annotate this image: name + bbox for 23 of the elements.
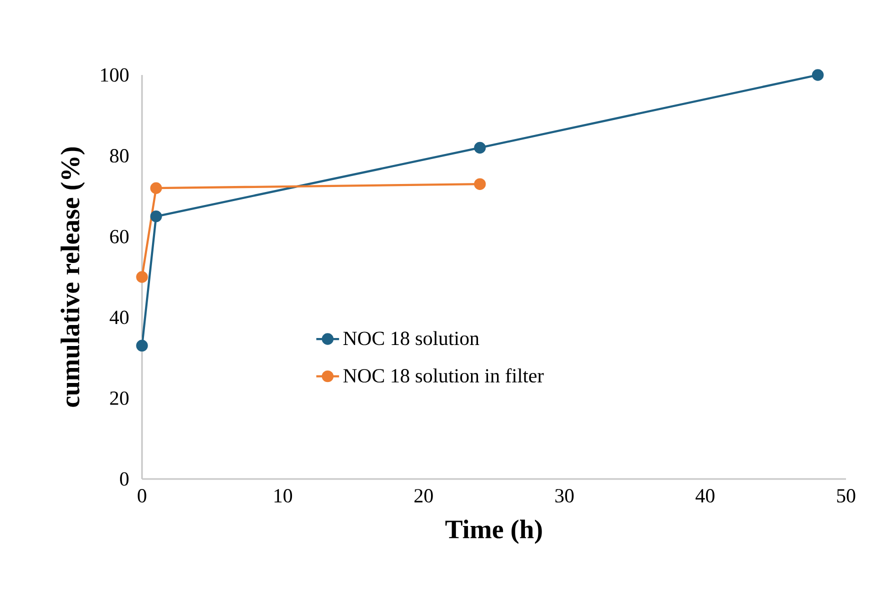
point — [150, 182, 162, 194]
y-tick-label: 20 — [110, 391, 129, 405]
y-tick-label: 0 — [120, 472, 129, 486]
y-tick-label: 100 — [101, 68, 129, 82]
point — [812, 69, 824, 81]
x-tick-label: 0 — [138, 489, 146, 503]
x-tick-label: 20 — [414, 489, 433, 503]
point — [136, 271, 148, 283]
legend-label: NOC 18 solution in filter — [343, 368, 544, 383]
legend-label: NOC 18 solution — [343, 331, 480, 346]
y-tick-label: 80 — [110, 149, 129, 163]
y-axis-title: cumulative release (%) — [60, 147, 85, 407]
point — [150, 210, 162, 222]
point — [474, 178, 486, 190]
point — [474, 142, 486, 154]
y-tick-label: 60 — [110, 230, 129, 244]
point — [136, 340, 148, 352]
x-tick-label: 30 — [555, 489, 574, 503]
x-tick-label: 40 — [696, 489, 714, 503]
y-tick-label: 40 — [110, 310, 129, 324]
x-tick-label: 50 — [837, 489, 856, 503]
x-axis-title: Time (h) — [445, 520, 542, 544]
x-tick-label: 10 — [274, 489, 292, 503]
